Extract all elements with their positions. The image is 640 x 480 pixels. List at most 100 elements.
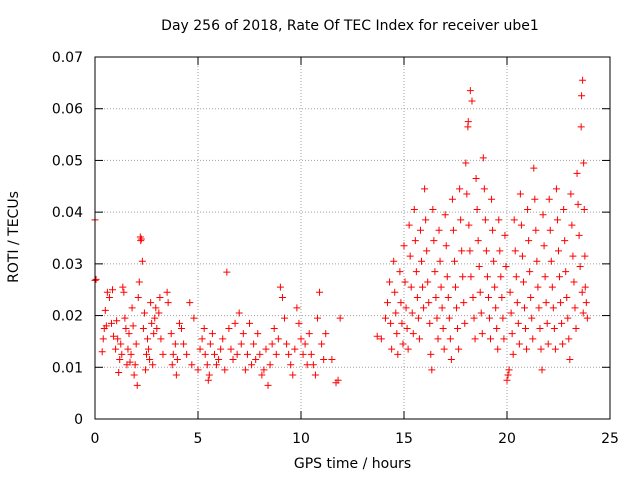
data-point	[541, 273, 549, 281]
data-point	[388, 345, 396, 353]
data-point	[562, 268, 570, 276]
data-point	[446, 335, 454, 343]
data-point	[168, 361, 176, 369]
data-point	[559, 340, 567, 348]
data-point	[535, 304, 543, 312]
data-point	[390, 257, 398, 265]
data-point	[299, 350, 307, 358]
data-point	[492, 304, 500, 312]
data-point	[569, 252, 577, 260]
data-point	[137, 237, 145, 245]
data-point	[558, 319, 566, 327]
data-point	[274, 335, 282, 343]
data-point	[223, 268, 231, 276]
data-point	[508, 330, 516, 338]
data-point	[444, 293, 452, 301]
data-point	[258, 371, 266, 379]
data-point	[490, 257, 498, 265]
data-point	[429, 206, 437, 214]
data-point	[581, 252, 589, 260]
data-point	[153, 325, 161, 332]
data-point	[266, 361, 274, 369]
data-point	[128, 304, 136, 312]
data-point	[203, 361, 211, 369]
data-point	[442, 242, 450, 250]
data-point	[156, 293, 164, 301]
data-point	[401, 278, 409, 286]
data-point	[132, 340, 140, 348]
data-point	[452, 283, 459, 291]
data-point	[243, 350, 251, 358]
data-point	[547, 257, 555, 265]
data-point	[107, 319, 115, 327]
data-point	[523, 345, 531, 353]
data-point	[475, 262, 483, 270]
data-point	[403, 325, 411, 332]
data-point	[119, 283, 127, 291]
data-point	[564, 314, 572, 322]
data-point	[571, 304, 579, 312]
data-point	[399, 340, 407, 348]
data-point	[180, 340, 188, 348]
data-point	[533, 257, 541, 265]
data-point	[481, 216, 489, 224]
data-point	[524, 206, 532, 214]
data-point	[387, 319, 395, 327]
data-point	[504, 371, 512, 379]
data-point	[501, 231, 509, 239]
data-point	[433, 314, 441, 322]
data-point	[548, 283, 556, 291]
data-point	[309, 361, 317, 369]
data-point	[507, 309, 515, 317]
data-point	[512, 273, 520, 281]
data-point	[281, 314, 289, 322]
data-point	[217, 345, 225, 353]
data-point	[471, 335, 479, 343]
y-tick-label: 0.06	[52, 102, 83, 118]
data-point	[545, 195, 553, 203]
data-point	[430, 237, 438, 245]
data-point	[254, 330, 262, 338]
data-point	[483, 273, 491, 281]
data-point	[237, 340, 245, 348]
data-point	[206, 340, 214, 348]
data-point	[497, 273, 505, 281]
data-point	[448, 195, 456, 203]
data-point	[422, 216, 430, 224]
x-tick-label: 0	[91, 431, 100, 447]
data-point	[432, 293, 440, 301]
data-point	[440, 345, 448, 353]
data-point	[384, 299, 392, 307]
data-point	[480, 185, 488, 193]
data-point	[116, 356, 124, 364]
data-point	[130, 371, 138, 379]
data-point	[581, 283, 589, 291]
data-point	[539, 211, 547, 219]
data-point	[146, 356, 154, 364]
data-point	[500, 335, 508, 343]
data-point	[414, 314, 422, 322]
data-point	[105, 293, 113, 301]
data-point	[575, 231, 583, 239]
data-point	[560, 206, 568, 214]
data-point	[421, 185, 429, 193]
data-point	[573, 169, 581, 177]
data-point	[318, 340, 326, 348]
data-point	[470, 314, 478, 322]
data-point	[334, 376, 342, 384]
data-point	[499, 314, 507, 322]
data-point	[461, 319, 469, 327]
data-point	[173, 356, 181, 364]
data-point	[567, 190, 575, 198]
data-point	[167, 330, 175, 338]
data-point	[137, 235, 145, 243]
data-point	[450, 257, 458, 265]
data-point	[552, 185, 560, 193]
data-point	[439, 325, 447, 332]
plot-frame	[94, 56, 611, 420]
y-tick-label: 0.07	[52, 50, 83, 66]
data-point	[164, 299, 172, 307]
data-point	[313, 314, 321, 322]
data-point	[140, 309, 148, 317]
data-point	[525, 237, 533, 245]
